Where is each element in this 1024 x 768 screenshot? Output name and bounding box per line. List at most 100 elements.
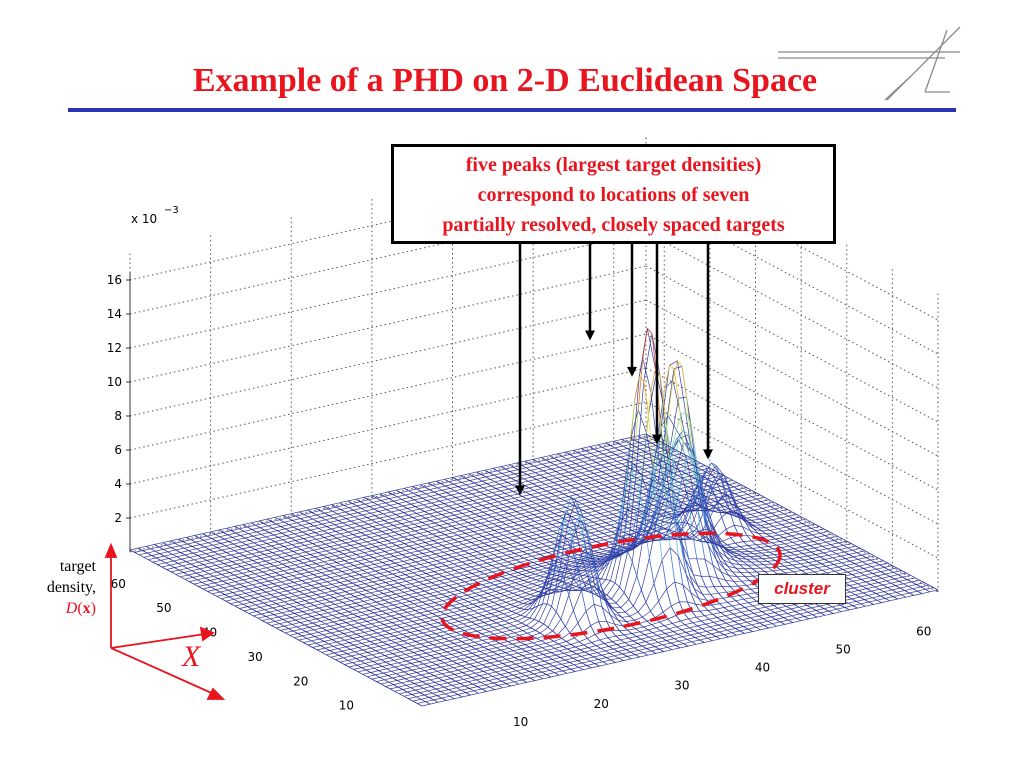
mesh-line-x xyxy=(428,537,434,541)
mesh-line-x xyxy=(571,584,577,587)
mesh-line-x xyxy=(773,605,779,609)
mesh-line-x xyxy=(885,573,891,577)
mesh-line-x xyxy=(414,499,420,503)
mesh-line-x xyxy=(544,532,550,536)
mesh-line-x xyxy=(435,505,441,509)
mesh-line-x xyxy=(361,667,367,671)
mesh-line-x xyxy=(387,571,393,575)
mesh-line-x xyxy=(690,592,696,605)
mesh-line-x xyxy=(575,499,581,520)
mesh-line-x xyxy=(860,603,866,607)
mesh-line-x xyxy=(566,513,572,517)
mesh-line-x xyxy=(662,509,667,513)
mesh-line-x xyxy=(474,562,480,566)
mesh-line-x xyxy=(422,553,428,557)
mesh-line-x xyxy=(896,591,902,596)
mesh-line-x xyxy=(586,505,592,509)
mesh-line-x xyxy=(318,607,324,611)
mesh-line-x xyxy=(319,589,325,594)
mesh-line-x xyxy=(324,592,330,596)
mesh-line-x xyxy=(514,497,519,501)
mesh-line-x xyxy=(425,573,431,577)
mesh-line-x xyxy=(650,491,656,495)
mesh-line-x xyxy=(480,626,486,630)
mesh-line-x xyxy=(538,492,544,496)
mesh-line-x xyxy=(609,614,616,625)
mesh-line-x xyxy=(463,654,469,658)
mesh-line-x xyxy=(562,511,568,515)
mesh-line-x xyxy=(352,534,358,538)
mesh-line-x xyxy=(368,554,374,558)
mesh-line-x xyxy=(730,625,736,629)
y-tick-label: 30 xyxy=(247,650,262,664)
mesh-line-x xyxy=(495,512,501,516)
mesh-line-x xyxy=(457,590,463,594)
mesh-line-x xyxy=(498,660,504,664)
mesh-line-x xyxy=(800,563,806,567)
mesh-line-x xyxy=(212,544,218,548)
mesh-line-x xyxy=(404,622,410,627)
mesh-line-x xyxy=(694,478,700,482)
mesh-line-x xyxy=(848,554,854,558)
mesh-line-x xyxy=(408,570,414,574)
mesh-line-x xyxy=(763,543,769,547)
mesh-line-x xyxy=(366,621,372,625)
mesh-line-x xyxy=(549,486,555,490)
mesh-line-x xyxy=(872,573,878,577)
mesh-line-x xyxy=(417,543,422,548)
mesh-line-x xyxy=(815,610,821,614)
mesh-line-x xyxy=(850,591,856,596)
mesh-line-x xyxy=(608,462,614,466)
mesh-line-x xyxy=(426,683,432,687)
mesh-line-x xyxy=(321,548,327,552)
mesh-line-x xyxy=(856,601,862,605)
mesh-line-x xyxy=(621,646,627,650)
mesh-line-x xyxy=(280,550,286,554)
mesh-line-x xyxy=(423,584,429,588)
mesh-line-x xyxy=(649,484,655,488)
mesh-line-x xyxy=(643,444,649,448)
mesh-line-x xyxy=(300,622,305,626)
mesh-line-x xyxy=(381,610,387,614)
mesh-line-x xyxy=(522,551,528,555)
mesh-line-x xyxy=(683,536,690,559)
mesh-line-x xyxy=(771,542,777,546)
mesh-line-x xyxy=(352,613,358,617)
mesh-line-x xyxy=(752,524,758,529)
mesh-line-x xyxy=(187,567,192,572)
mesh-line-x xyxy=(563,567,569,570)
mesh-line-x xyxy=(357,591,363,595)
mesh-line-x xyxy=(752,503,758,507)
mesh-line-x xyxy=(633,488,639,492)
mesh-line-x xyxy=(855,594,860,598)
mesh-line-x xyxy=(396,545,402,549)
mesh-line-x xyxy=(867,594,873,599)
mesh-line-x xyxy=(516,670,522,674)
mesh-line-x xyxy=(873,555,879,559)
mesh-line-x xyxy=(612,537,618,541)
mesh-line-x xyxy=(488,545,494,549)
mesh-line-x xyxy=(150,548,156,552)
mesh-line-x xyxy=(242,572,247,576)
mesh-line-x xyxy=(361,587,367,591)
mesh-line-x xyxy=(669,547,676,582)
mesh-line-x xyxy=(437,622,443,626)
mesh-line-x xyxy=(448,481,454,485)
mesh-line-x xyxy=(643,524,649,528)
mesh-line-x xyxy=(414,634,420,638)
mesh-line-x xyxy=(407,563,413,567)
mesh-line-x xyxy=(482,536,488,540)
mesh-line-x xyxy=(745,522,751,531)
mesh-line-x xyxy=(425,597,431,601)
mesh-line-x xyxy=(624,507,630,511)
mesh-line-x xyxy=(587,576,593,578)
mesh-line-x xyxy=(330,552,336,557)
mesh-line-x xyxy=(385,582,391,586)
mesh-line-x xyxy=(731,605,738,610)
mesh-line-x xyxy=(750,561,756,566)
mesh-line-x xyxy=(238,552,244,556)
mesh-line-x xyxy=(550,589,556,592)
mesh-line-x xyxy=(453,643,459,647)
mesh-line-x xyxy=(340,533,346,537)
mesh-line-x xyxy=(491,485,497,489)
